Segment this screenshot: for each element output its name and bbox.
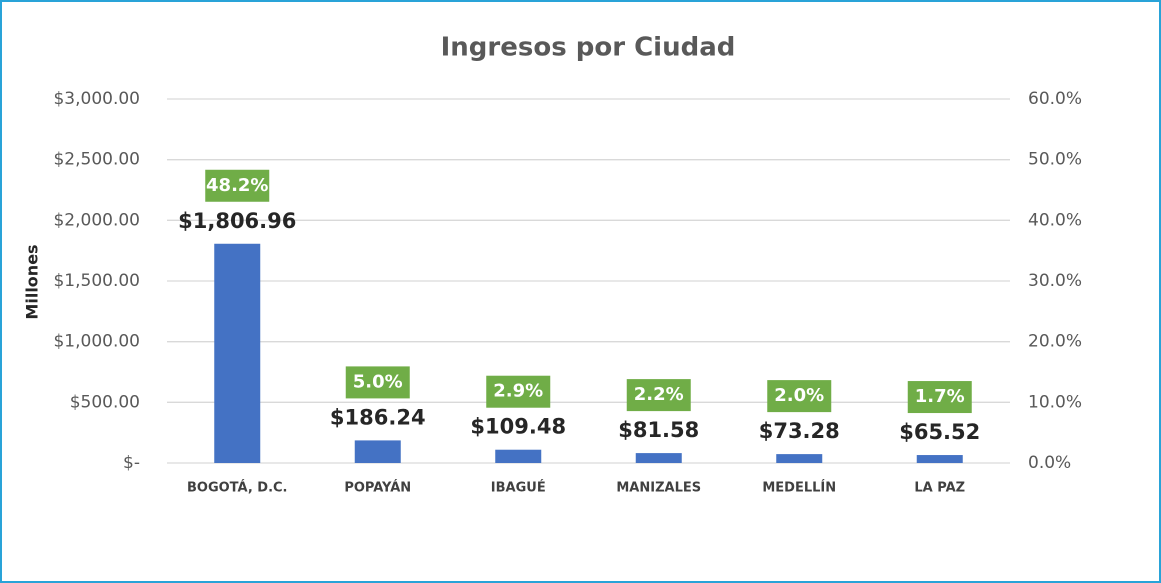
y-tick-label: $2,500.00 <box>53 150 140 170</box>
x-tick-label: MEDELLÍN <box>762 480 836 496</box>
bar-value-label: $81.58 <box>618 418 699 442</box>
x-tick-label: MANIZALES <box>616 481 701 496</box>
bar-value-label: $65.52 <box>899 420 980 444</box>
x-tick-label: POPAYÁN <box>344 480 411 496</box>
y2-tick-label: 50.0% <box>1028 150 1082 170</box>
y-axis-label: Millones <box>23 244 42 319</box>
y2-tick-label: 10.0% <box>1028 392 1082 412</box>
y2-tick-label: 60.0% <box>1028 89 1082 109</box>
bar-value-label: $186.24 <box>330 405 426 429</box>
bar <box>354 440 401 463</box>
y-tick-label: $3,000.00 <box>53 89 140 109</box>
x-tick-label: BOGOTÁ, D.C. <box>187 480 288 496</box>
bar-value-label: $1,806.96 <box>178 209 296 233</box>
y-tick-label: $1,000.00 <box>53 332 140 352</box>
percent-label-box <box>907 381 972 414</box>
y2-tick-label: 40.0% <box>1028 210 1082 230</box>
chart-title: Ingresos por Ciudad <box>441 33 736 63</box>
percent-label: 48.2% <box>206 175 268 196</box>
y2-tick-label: 20.0% <box>1028 332 1082 352</box>
bar <box>916 455 963 463</box>
bar-value-label: $109.48 <box>470 415 566 439</box>
y-tick-label: $500.00 <box>70 392 140 412</box>
y-tick-label: $2,000.00 <box>53 210 140 230</box>
percent-label-box <box>626 379 691 412</box>
x-tick-label: LA PAZ <box>914 481 965 496</box>
bar <box>635 453 682 463</box>
y2-tick-label: 0.0% <box>1028 453 1071 473</box>
y-tick-label: $1,500.00 <box>53 271 140 291</box>
y2-tick-label: 30.0% <box>1028 271 1082 291</box>
bar-value-label: $73.28 <box>759 419 840 443</box>
percent-label-box <box>345 366 410 399</box>
percent-label: 2.0% <box>774 385 824 406</box>
percent-label: 1.7% <box>915 386 965 407</box>
y-tick-label: $- <box>123 453 140 473</box>
percent-label-box <box>205 169 270 202</box>
percent-label-box <box>767 380 832 413</box>
percent-label-box <box>486 375 551 408</box>
percent-label: 2.2% <box>634 384 684 405</box>
bar <box>214 243 261 463</box>
percent-label: 2.9% <box>493 381 543 402</box>
bar <box>495 449 542 463</box>
percent-label: 5.0% <box>353 371 403 392</box>
bar <box>776 454 823 463</box>
x-tick-label: IBAGUÉ <box>491 480 546 496</box>
